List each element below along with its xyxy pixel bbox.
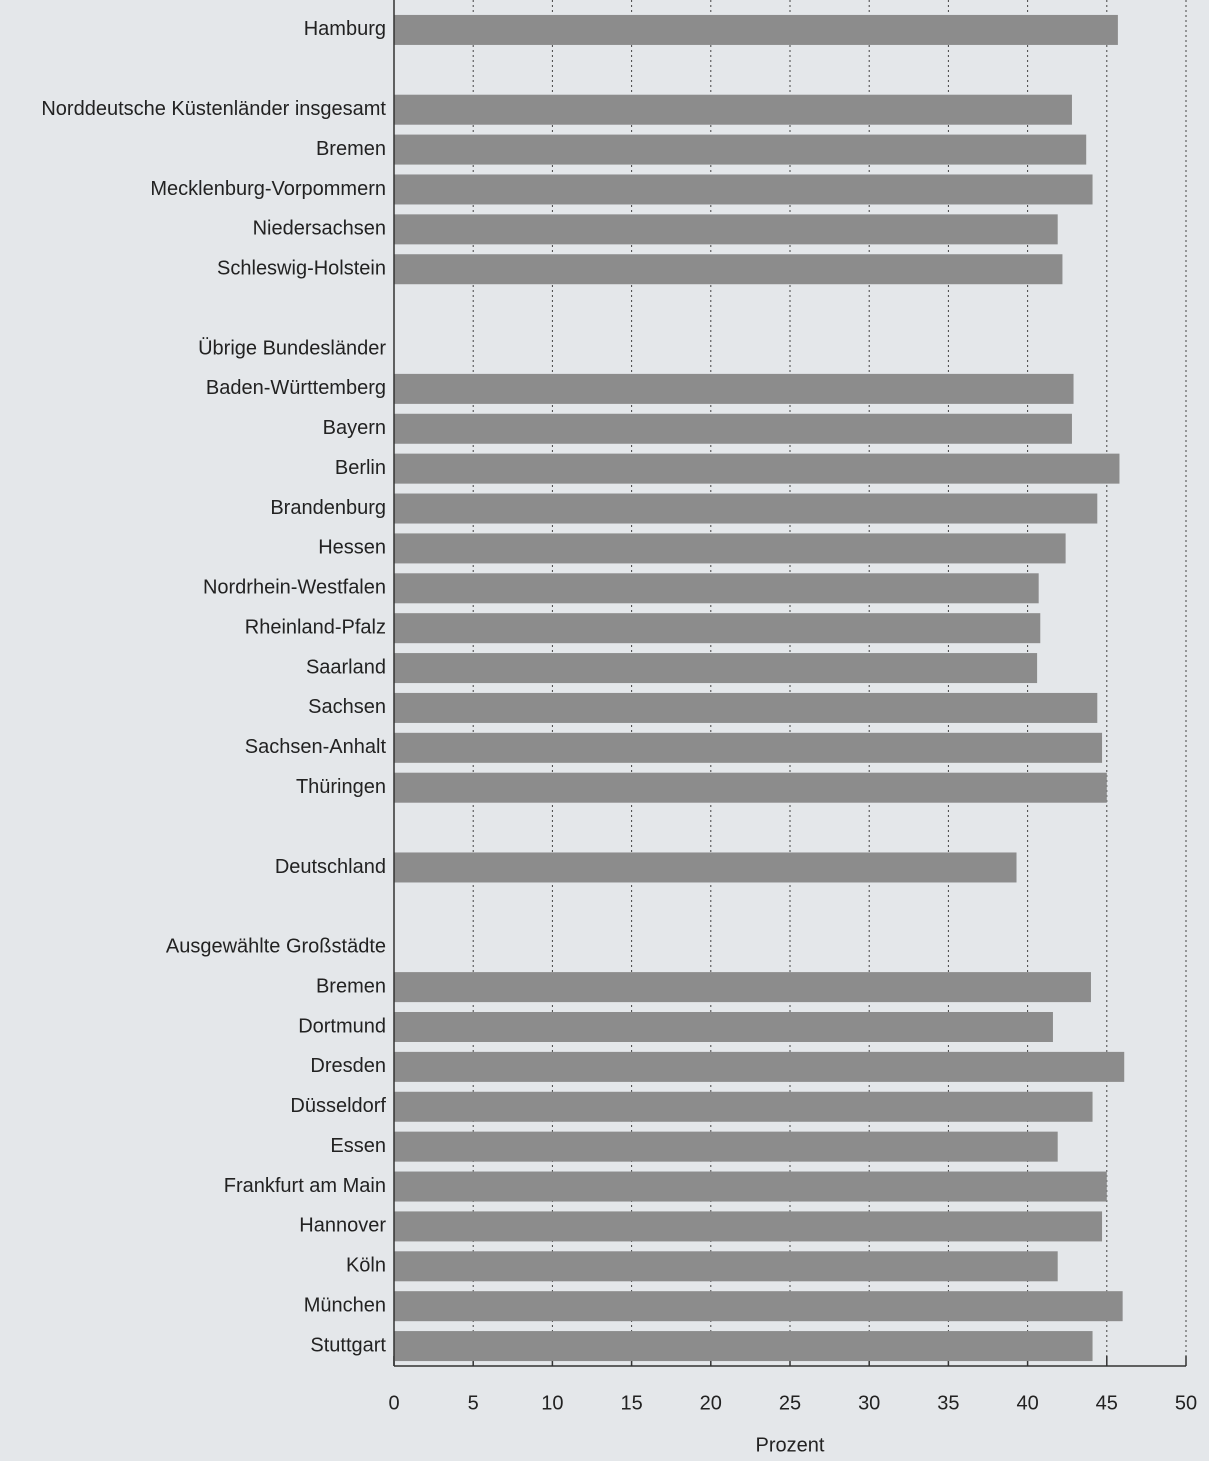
x-tick-label: 50 (1175, 1392, 1197, 1414)
bar (394, 174, 1093, 205)
y-tick-label: Hessen (318, 537, 386, 559)
x-tick-label: 0 (388, 1392, 399, 1414)
bar (394, 1251, 1058, 1282)
bar (394, 493, 1098, 524)
bar (394, 533, 1066, 564)
bar (394, 613, 1041, 644)
x-tick-label: 35 (937, 1392, 959, 1414)
bar (394, 214, 1058, 245)
y-tick-label: Übrige Bundesländer (198, 337, 386, 359)
y-tick-label: Baden-Württemberg (206, 377, 386, 399)
bar (394, 373, 1074, 404)
bar (394, 1171, 1107, 1202)
y-tick-label: Dortmund (298, 1015, 386, 1037)
y-tick-label: Sachsen-Anhalt (245, 736, 387, 758)
y-tick-label: Berlin (335, 457, 386, 479)
bar (394, 14, 1118, 45)
bar (394, 653, 1038, 684)
y-tick-label: Nordrhein-Westfalen (203, 577, 386, 599)
x-tick-label: 30 (858, 1392, 880, 1414)
bar (394, 972, 1091, 1003)
x-tick-label: 20 (700, 1392, 722, 1414)
y-tick-label: Rheinland-Pfalz (245, 616, 386, 638)
y-tick-label: Frankfurt am Main (224, 1175, 386, 1197)
y-tick-label: Dresden (310, 1055, 386, 1077)
bar (394, 732, 1103, 763)
y-tick-label: Hamburg (304, 18, 386, 40)
bar (394, 413, 1072, 444)
bar (394, 852, 1017, 883)
bar (394, 94, 1072, 125)
x-tick-label: 40 (1016, 1392, 1038, 1414)
bar (394, 134, 1087, 165)
bar (394, 1131, 1058, 1162)
y-tick-label: Thüringen (296, 776, 386, 798)
y-tick-label: Essen (330, 1135, 386, 1157)
y-tick-label: Ausgewählte Großstädte (166, 936, 386, 958)
bar (394, 1331, 1093, 1362)
y-tick-label: Deutschland (275, 856, 386, 878)
y-tick-label: Sachsen (308, 696, 386, 718)
y-tick-label: Hannover (299, 1215, 386, 1237)
y-tick-label: Saarland (306, 656, 386, 678)
bar (394, 1051, 1125, 1082)
x-tick-label: 25 (779, 1392, 801, 1414)
y-tick-label: Schleswig-Holstein (217, 258, 386, 280)
y-tick-label: Bremen (316, 975, 386, 997)
y-tick-label: Norddeutsche Küstenländer insgesamt (41, 98, 386, 120)
x-tick-label: 10 (541, 1392, 563, 1414)
y-tick-label: Mecklenburg-Vorpommern (150, 178, 386, 200)
bar (394, 453, 1120, 484)
bar (394, 1211, 1103, 1242)
y-tick-label: Stuttgart (310, 1334, 386, 1356)
bar (394, 573, 1039, 604)
y-tick-label: Bremen (316, 138, 386, 160)
bar (394, 692, 1098, 723)
bar (394, 1091, 1093, 1122)
x-tick-label: 15 (620, 1392, 642, 1414)
y-tick-label: München (304, 1294, 386, 1316)
bar (394, 772, 1107, 803)
y-tick-label: Köln (346, 1255, 386, 1277)
y-tick-label: Bayern (323, 417, 386, 439)
x-tick-label: 45 (1096, 1392, 1118, 1414)
x-tick-label: 5 (468, 1392, 479, 1414)
bar (394, 254, 1063, 285)
x-axis-label: Prozent (756, 1434, 825, 1456)
bar (394, 1291, 1123, 1322)
y-tick-label: Brandenburg (270, 497, 386, 519)
y-tick-label: Düsseldorf (290, 1095, 386, 1117)
y-tick-label: Niedersachsen (253, 218, 386, 240)
bar (394, 1012, 1053, 1042)
